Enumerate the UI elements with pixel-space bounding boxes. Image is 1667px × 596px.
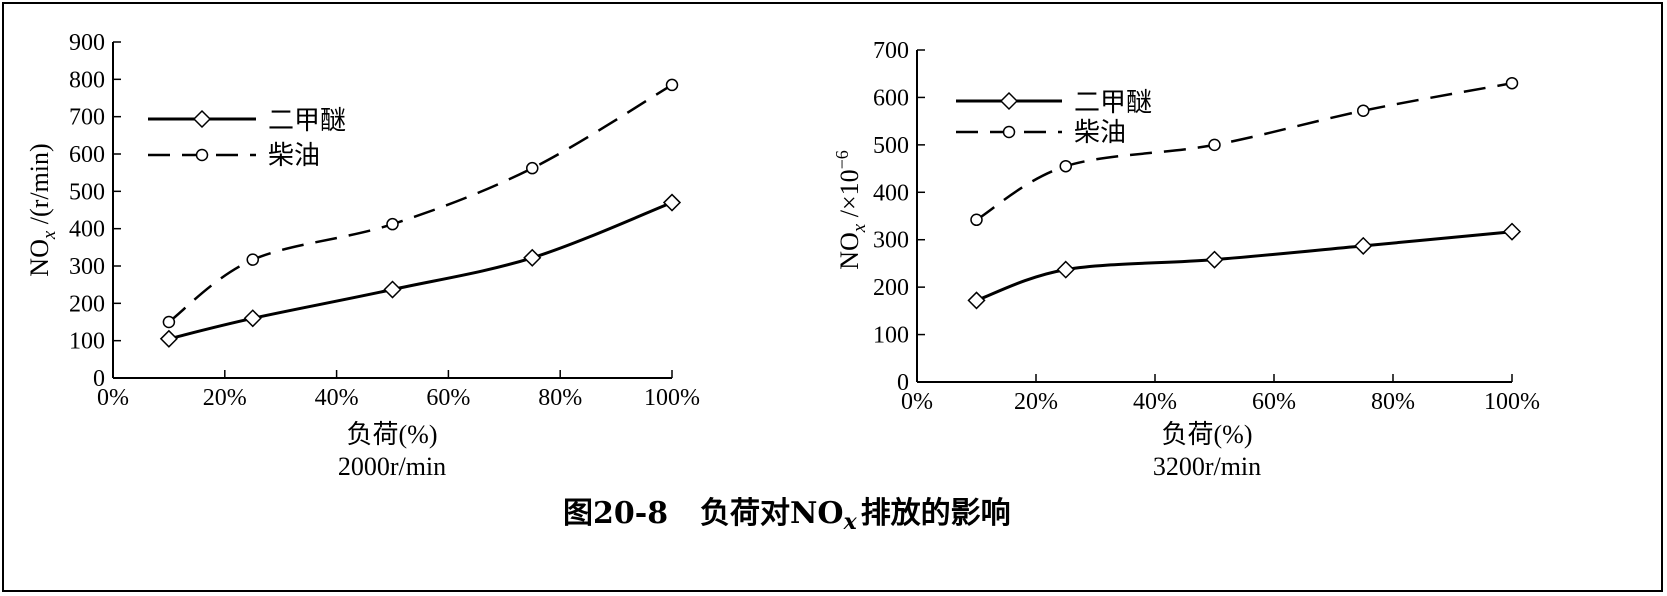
legend: 二甲醚 柴油 bbox=[148, 106, 346, 171]
y-tick-label: 600 bbox=[69, 142, 105, 168]
data-point-circle bbox=[970, 213, 983, 227]
legend-circle-marker bbox=[1002, 125, 1016, 139]
data-point-diamond bbox=[383, 280, 402, 299]
y-tick-label: 0 bbox=[93, 366, 105, 392]
series-line-1 bbox=[976, 230, 1513, 302]
data-point-circle bbox=[1357, 104, 1370, 117]
data-point-circle bbox=[1505, 76, 1519, 90]
y-tick-label: 100 bbox=[873, 323, 909, 349]
y-tick-label: 200 bbox=[69, 291, 105, 317]
y-tick-label: 300 bbox=[873, 228, 909, 254]
data-point-diamond bbox=[523, 248, 542, 267]
legend-label-series-2: 柴油 bbox=[268, 141, 320, 171]
x-tick-label: 80% bbox=[538, 385, 582, 411]
y-tick-label: 900 bbox=[69, 30, 105, 56]
data-point-diamond bbox=[1056, 260, 1075, 279]
y-tick-label: 800 bbox=[69, 67, 105, 93]
y-tick-label: 100 bbox=[69, 329, 105, 355]
data-point-diamond bbox=[243, 309, 262, 328]
legend-label-series-2: 柴油 bbox=[1074, 118, 1126, 148]
y-tick-label: 0 bbox=[897, 370, 909, 396]
legend-label-series-1: 二甲醚 bbox=[268, 106, 346, 136]
x-tick-label: 60% bbox=[1252, 389, 1296, 415]
data-point-circle bbox=[386, 217, 399, 231]
x-tick-label: 20% bbox=[203, 385, 247, 411]
x-tick-label: 40% bbox=[315, 385, 359, 411]
figure-caption: 图20-8 负荷对NOx 排放的影响 bbox=[563, 496, 1011, 535]
y-tick-label: 500 bbox=[873, 133, 909, 159]
data-point-diamond bbox=[662, 193, 682, 212]
data-point-circle bbox=[526, 161, 539, 175]
legend-diamond-marker bbox=[192, 109, 212, 129]
y-axis-label: NOx /×10−6 bbox=[832, 150, 870, 270]
y-axis-label: NOx /(r/min) bbox=[25, 143, 60, 276]
legend-label-series-1: 二甲醚 bbox=[1074, 88, 1152, 118]
x-tick-label: 100% bbox=[1484, 389, 1540, 415]
data-point-diamond bbox=[1205, 250, 1224, 269]
legend-circle-marker bbox=[195, 148, 209, 162]
y-tick-label: 200 bbox=[873, 275, 909, 301]
caption-title: 负荷对NOx 排放的影响 bbox=[700, 496, 1011, 535]
x-tick-label: 20% bbox=[1014, 389, 1058, 415]
x-tick-label: 100% bbox=[644, 385, 700, 411]
y-tick-label: 300 bbox=[69, 254, 105, 280]
x-axis-label: 负荷(%) bbox=[347, 420, 438, 449]
x-tick-label: 40% bbox=[1133, 389, 1177, 415]
chart-2000rpm: NOx /(r/min) 负荷(%) 2000r/min 二甲醚 柴油 0 100… bbox=[25, 30, 700, 481]
data-point-circle bbox=[246, 253, 259, 266]
data-point-circle bbox=[1208, 138, 1221, 152]
x-tick-label: 0% bbox=[97, 385, 129, 411]
chart-3200rpm: NOx /×10−6 负荷(%) 3200r/min 二甲醚 柴油 0 100 20… bbox=[832, 38, 1540, 481]
x-tick-label: 60% bbox=[426, 385, 470, 411]
x-tick-label: 0% bbox=[901, 389, 933, 415]
y-tick-label: 500 bbox=[69, 179, 105, 205]
data-point-circle bbox=[665, 78, 679, 92]
chart-subtitle: 2000r/min bbox=[338, 452, 446, 481]
y-tick-label: 400 bbox=[873, 180, 909, 206]
data-point-diamond bbox=[1354, 236, 1373, 255]
data-point-diamond bbox=[159, 329, 178, 348]
data-point-diamond bbox=[1502, 222, 1522, 241]
x-tick-label: 80% bbox=[1371, 389, 1415, 415]
caption-figure-number: 图20-8 bbox=[563, 496, 668, 531]
y-tick-label: 600 bbox=[873, 85, 909, 111]
data-point-circle bbox=[162, 315, 176, 329]
x-axis-label: 负荷(%) bbox=[1162, 420, 1253, 449]
legend: 二甲醚 柴油 bbox=[956, 88, 1152, 148]
data-point-circle bbox=[1059, 159, 1072, 173]
y-tick-label: 700 bbox=[69, 105, 105, 131]
chart-subtitle: 3200r/min bbox=[1153, 452, 1261, 481]
data-point-diamond bbox=[967, 291, 986, 310]
y-tick-label: 400 bbox=[69, 217, 105, 243]
legend-diamond-marker bbox=[999, 91, 1019, 111]
y-tick-label: 700 bbox=[873, 38, 909, 64]
series-line-2 bbox=[975, 81, 1513, 221]
